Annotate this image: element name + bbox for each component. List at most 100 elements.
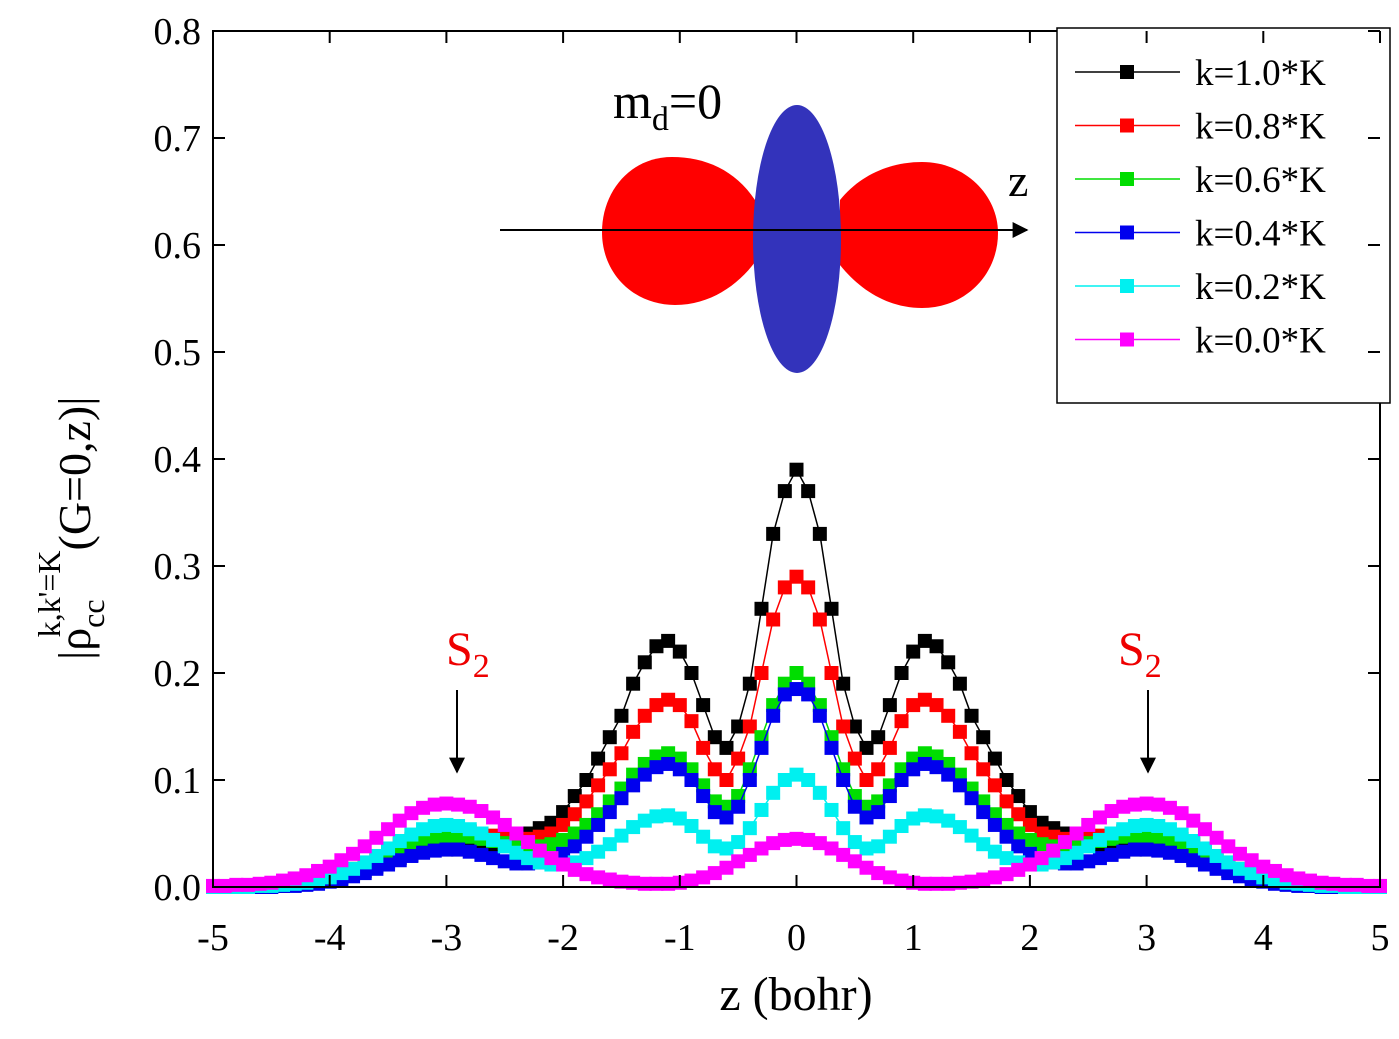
- data-point: [952, 820, 967, 835]
- data-point: [1209, 830, 1224, 845]
- data-point: [334, 866, 349, 881]
- legend-marker: [1120, 225, 1134, 240]
- legend-label: k=0.0*K: [1195, 321, 1326, 362]
- data-point: [626, 778, 641, 793]
- data-point: [1011, 862, 1026, 877]
- data-point: [836, 821, 851, 836]
- data-point: [1291, 871, 1306, 886]
- data-point: [1186, 813, 1201, 828]
- data-point: [824, 666, 839, 680]
- data-point: [311, 863, 326, 878]
- data-point: [836, 762, 851, 777]
- data-point: [497, 854, 512, 869]
- data-point: [766, 785, 781, 800]
- data-point: [987, 807, 1002, 822]
- data-point: [824, 740, 839, 755]
- data-point: [672, 644, 687, 659]
- data-point: [626, 767, 641, 782]
- data-point: [602, 805, 617, 820]
- data-point: [579, 867, 594, 882]
- data-point: [1244, 866, 1259, 881]
- data-point: [964, 708, 979, 723]
- data-point: [999, 817, 1014, 832]
- inset-label-main: m: [613, 73, 652, 129]
- data-point: [987, 778, 1002, 793]
- data-point: [836, 773, 851, 787]
- x-tick-label: -4: [314, 917, 346, 959]
- data-point: [1186, 833, 1201, 848]
- legend-marker: [1120, 65, 1134, 79]
- data-point: [1011, 826, 1026, 841]
- data-point: [1011, 839, 1026, 854]
- data-point: [1186, 853, 1201, 868]
- data-point: [742, 676, 757, 691]
- data-point: [579, 794, 594, 809]
- legend-label: k=0.2*K: [1195, 267, 1326, 308]
- data-point: [1116, 822, 1131, 837]
- data-point: [614, 791, 629, 806]
- data-point: [357, 839, 372, 854]
- data-point: [591, 778, 606, 793]
- data-point: [427, 843, 442, 858]
- data-point: [486, 851, 501, 866]
- data-point: [964, 791, 979, 806]
- data-point: [602, 837, 617, 852]
- data-point: [707, 794, 722, 809]
- data-point: [684, 873, 699, 888]
- data-point: [591, 817, 606, 832]
- data-point: [1046, 855, 1061, 870]
- data-point: [1092, 832, 1107, 847]
- data-point: [754, 802, 769, 817]
- data-point: [392, 813, 407, 828]
- y-label-tail: (G=0,z)|: [49, 397, 100, 551]
- data-point: [1127, 842, 1142, 857]
- data-point: [987, 870, 1002, 885]
- data-point: [381, 841, 396, 856]
- data-point: [707, 839, 722, 854]
- data-point: [766, 836, 781, 851]
- data-point: [602, 872, 617, 887]
- data-point: [777, 580, 792, 595]
- data-point: [591, 870, 606, 885]
- y-tick-label: 0.6: [154, 225, 202, 267]
- data-point: [567, 839, 582, 854]
- data-point: [1069, 856, 1084, 871]
- data-point: [696, 740, 711, 755]
- data-point: [999, 851, 1014, 866]
- data-point: [882, 778, 897, 793]
- data-point: [591, 807, 606, 822]
- data-point: [1069, 826, 1084, 841]
- data-point: [486, 810, 501, 825]
- data-point: [299, 868, 314, 883]
- data-point: [777, 832, 792, 847]
- data-point: [497, 839, 512, 854]
- data-point: [731, 854, 746, 869]
- data-point: [1337, 877, 1352, 892]
- data-point: [859, 810, 874, 825]
- data-point: [917, 692, 932, 707]
- data-point: [859, 841, 874, 856]
- inset-label: md=0: [613, 73, 722, 138]
- data-point: [847, 799, 862, 814]
- legend-marker: [1120, 279, 1134, 293]
- legend-label: k=1.0*K: [1195, 53, 1326, 94]
- data-point: [696, 870, 711, 885]
- annotation: S2: [446, 623, 490, 685]
- data-point: [684, 819, 699, 834]
- data-point: [847, 719, 862, 734]
- x-tick-label: -2: [547, 917, 579, 959]
- data-point: [882, 829, 897, 844]
- data-point: [451, 842, 466, 857]
- data-point: [416, 800, 431, 815]
- data-point: [801, 580, 816, 595]
- data-point: [649, 760, 664, 775]
- data-point: [801, 773, 816, 787]
- data-point: [847, 854, 862, 869]
- data-point: [404, 827, 419, 842]
- data-point: [509, 845, 524, 860]
- data-point: [952, 676, 967, 691]
- data-point: [1162, 845, 1177, 860]
- inset-axis-label: z: [1008, 155, 1028, 206]
- data-point: [684, 714, 699, 729]
- inset-label-sub: d: [652, 101, 669, 138]
